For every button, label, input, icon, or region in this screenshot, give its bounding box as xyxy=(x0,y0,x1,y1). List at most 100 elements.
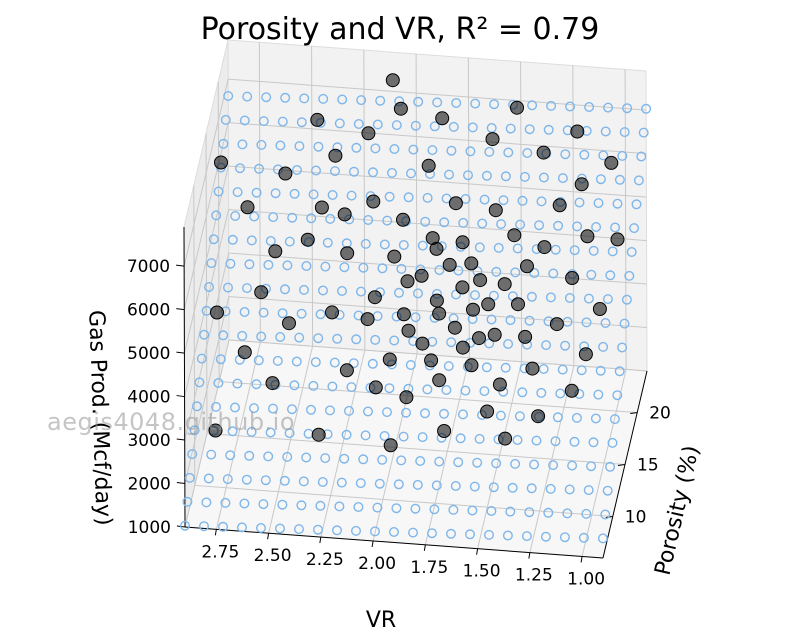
plane-point xyxy=(325,213,336,224)
plane-point xyxy=(405,360,416,371)
data-point xyxy=(387,249,402,264)
plane-point xyxy=(543,507,554,518)
plane-point xyxy=(220,114,231,125)
plane-point xyxy=(489,99,500,110)
plane-point xyxy=(410,503,421,514)
data-point xyxy=(337,207,352,222)
data-point xyxy=(254,285,269,300)
plane-point xyxy=(579,149,590,160)
plane-point xyxy=(578,532,589,543)
x-tick-label: 2.75 xyxy=(201,542,239,562)
plane-point xyxy=(236,522,247,533)
plane-point xyxy=(294,524,305,535)
plane-point xyxy=(638,127,649,138)
plane-point xyxy=(208,234,219,245)
z-tick-label: 7000 xyxy=(127,257,170,277)
plane-point xyxy=(394,287,405,298)
plane-point xyxy=(560,149,571,160)
plane-point xyxy=(358,262,369,273)
plane-point xyxy=(600,509,611,520)
data-point xyxy=(507,228,522,243)
plane-point xyxy=(500,362,511,373)
data-point xyxy=(537,240,552,255)
plane-point xyxy=(341,429,352,440)
plane-point xyxy=(431,480,442,491)
plane-point xyxy=(206,449,217,460)
plane-point xyxy=(512,435,523,446)
plane-point xyxy=(334,118,345,129)
plane-point xyxy=(565,101,576,112)
data-point xyxy=(367,290,382,305)
plane-point xyxy=(282,451,293,462)
plane-point xyxy=(422,384,433,395)
plane-point xyxy=(227,234,238,245)
plane-point xyxy=(203,282,214,293)
plane-point xyxy=(507,482,518,493)
plane-point xyxy=(605,461,616,472)
plane-point xyxy=(337,286,348,297)
plane-point xyxy=(222,474,233,485)
plane-point xyxy=(524,507,535,518)
plane-point xyxy=(336,477,347,488)
plane-point xyxy=(621,294,632,305)
plane-point xyxy=(453,265,464,276)
data-point xyxy=(464,256,479,271)
data-point xyxy=(531,409,546,424)
plane-point xyxy=(586,269,597,280)
plane-point xyxy=(225,258,236,269)
plane-point xyxy=(593,198,604,209)
x-tick xyxy=(319,536,322,544)
plane-point xyxy=(318,93,329,104)
x-tick-label: 1.25 xyxy=(515,566,553,586)
plane-point xyxy=(484,146,495,157)
plane-point xyxy=(189,425,200,436)
plane-point xyxy=(593,389,604,400)
plane-point xyxy=(213,378,224,389)
plane-point xyxy=(569,436,580,447)
plane-point xyxy=(446,528,457,539)
data-point xyxy=(361,126,376,141)
plane-point xyxy=(527,100,538,111)
plane-point xyxy=(301,452,312,463)
plane-point xyxy=(287,212,298,223)
plane-point xyxy=(223,90,234,101)
plane-point xyxy=(605,270,616,281)
plane-point xyxy=(584,101,595,112)
plane-point xyxy=(320,453,331,464)
plane-point xyxy=(241,283,252,294)
plane-point xyxy=(505,123,516,134)
data-point xyxy=(237,345,252,360)
z-tick xyxy=(176,264,185,267)
plane-point xyxy=(545,292,556,303)
plane-point xyxy=(403,192,414,203)
plane-point xyxy=(355,478,366,489)
plane-point xyxy=(370,143,381,154)
data-point xyxy=(455,280,470,295)
plane-point xyxy=(194,377,205,388)
plane-point xyxy=(453,457,464,468)
plane-point xyxy=(289,380,300,391)
plane-point xyxy=(265,427,276,438)
plane-point xyxy=(434,265,445,276)
plane-point xyxy=(372,502,383,513)
plane-point xyxy=(543,124,554,135)
plane-point xyxy=(306,404,317,415)
plane-point xyxy=(261,92,272,103)
plane-point xyxy=(377,454,388,465)
x-tick xyxy=(371,540,374,548)
plane-point xyxy=(503,147,514,158)
plane-point xyxy=(446,145,457,156)
plane-point xyxy=(222,282,233,293)
data-point xyxy=(210,305,224,320)
plane-point xyxy=(396,455,407,466)
plane-point xyxy=(191,401,202,412)
plane-point xyxy=(450,481,461,492)
plane-point xyxy=(600,318,611,329)
plane-point xyxy=(375,95,386,106)
plane-point xyxy=(491,266,502,277)
plane-point xyxy=(353,118,364,129)
y-tick-label: 20 xyxy=(649,404,671,424)
plane-point xyxy=(581,508,592,519)
data-point xyxy=(580,229,595,244)
plane-point xyxy=(538,364,549,375)
